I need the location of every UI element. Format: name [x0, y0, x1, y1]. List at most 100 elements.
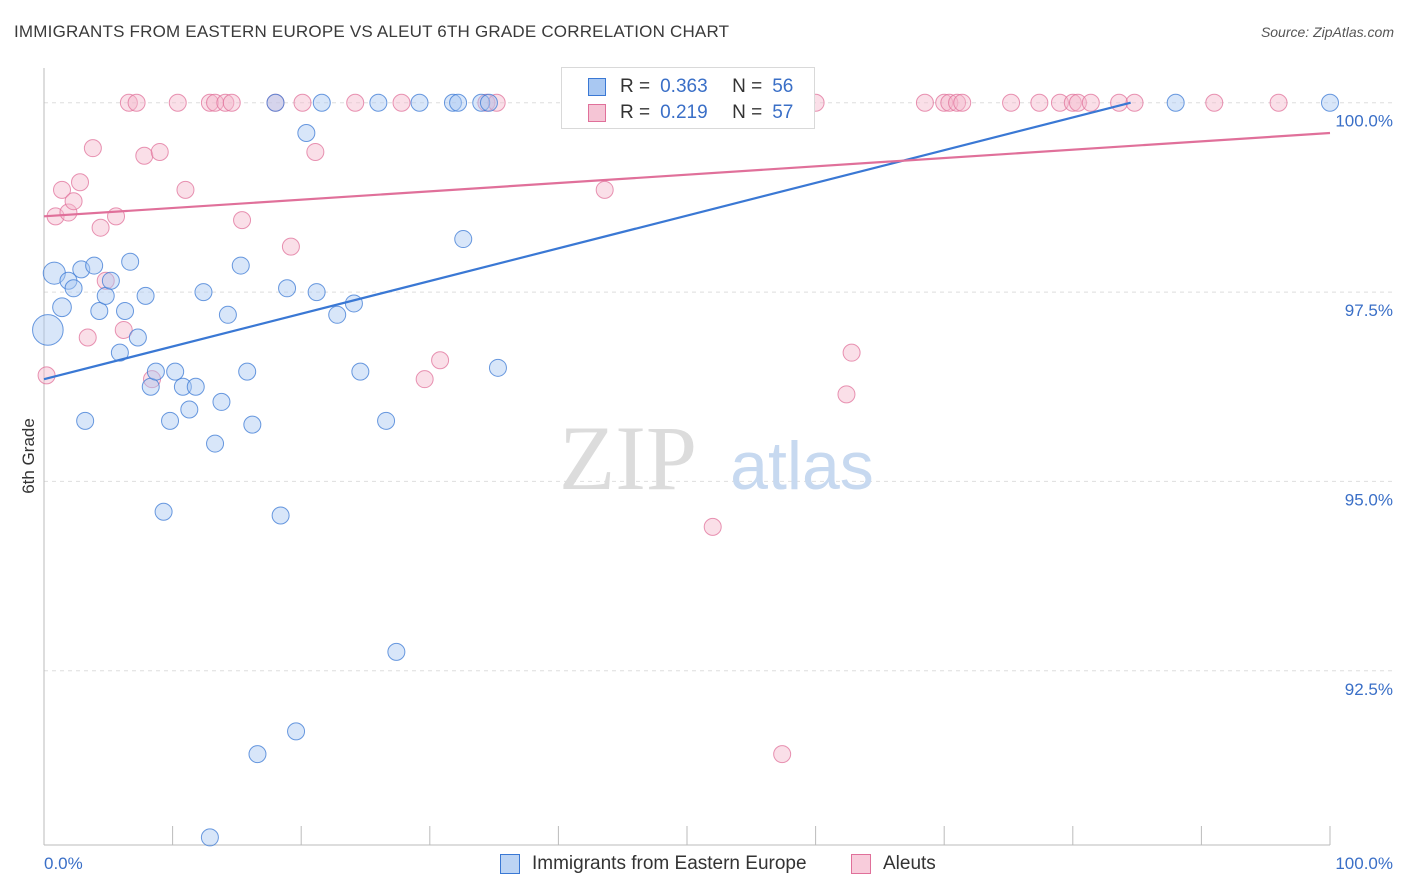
data-point — [948, 93, 967, 112]
r-label: R = — [620, 102, 651, 123]
data-point — [287, 722, 306, 741]
legend-item-aleuts: Aleuts — [851, 852, 936, 876]
data-point — [281, 237, 300, 256]
y-tick-label: 100.0% — [1335, 112, 1393, 131]
data-point — [161, 411, 180, 430]
y-axis-label: 6th Grade — [19, 418, 38, 494]
pink-swatch — [588, 104, 606, 122]
data-point — [449, 93, 468, 112]
data-point — [114, 320, 133, 339]
x-tick-label: 0.0% — [44, 854, 83, 873]
data-point — [200, 828, 219, 847]
data-point — [1110, 93, 1129, 112]
data-point — [53, 180, 72, 199]
data-point — [32, 314, 64, 346]
y-tick-label: 95.0% — [1345, 490, 1393, 509]
grid-lines — [44, 102, 1395, 672]
data-point — [141, 377, 160, 396]
data-point — [953, 93, 972, 112]
data-point — [173, 377, 192, 396]
data-point — [369, 93, 388, 112]
data-point — [1321, 93, 1339, 112]
data-point — [266, 93, 285, 112]
data-point — [312, 93, 331, 112]
data-point — [1030, 93, 1049, 112]
data-point — [392, 93, 411, 112]
data-point — [90, 302, 109, 321]
data-point — [128, 328, 147, 347]
chart-title: IMMIGRANTS FROM EASTERN EUROPE VS ALEUT … — [14, 22, 730, 41]
data-point — [52, 297, 72, 318]
legend-label: Aleuts — [883, 853, 936, 874]
data-point — [78, 328, 97, 347]
trend-lines — [43, 101, 1331, 381]
legend-label: Immigrants from Eastern Europe — [532, 853, 807, 874]
data-point — [1063, 93, 1082, 112]
data-point — [415, 370, 434, 389]
data-point — [243, 415, 262, 434]
data-point — [59, 203, 78, 222]
data-point — [595, 180, 614, 199]
n-label: N = — [732, 102, 763, 123]
data-point — [166, 362, 185, 381]
data-point — [1050, 93, 1069, 112]
data-point — [71, 173, 90, 192]
data-point — [431, 351, 450, 370]
data-point — [306, 142, 325, 161]
data-point — [297, 124, 316, 143]
data-point — [1205, 93, 1224, 112]
data-point — [248, 745, 267, 764]
data-point — [443, 93, 462, 112]
blue-swatch — [588, 78, 606, 96]
data-point — [231, 256, 250, 275]
data-point — [146, 362, 165, 381]
data-point — [101, 271, 120, 290]
legend-swatch-blue — [500, 854, 520, 874]
data-point — [233, 211, 252, 230]
axis-labels: 92.5% 95.0% 97.5% 100.0% 0.0% 100.0% 6th Grade — [19, 112, 1393, 873]
r-value: 0.219 — [660, 102, 708, 123]
watermark: ZIP atlas — [559, 407, 874, 509]
r-value: 0.363 — [660, 76, 708, 97]
data-point — [186, 377, 205, 396]
data-point — [116, 302, 135, 321]
data-point — [96, 271, 115, 290]
data-point — [216, 93, 235, 112]
r-label: R = — [620, 76, 651, 97]
data-point — [1166, 93, 1185, 112]
data-point — [454, 230, 473, 249]
data-point — [222, 93, 241, 112]
data-point — [1068, 93, 1087, 112]
n-value: 57 — [772, 102, 794, 123]
data-point — [119, 93, 138, 112]
data-point — [136, 286, 155, 305]
data-point — [842, 343, 861, 362]
watermark-zip: ZIP — [559, 407, 697, 509]
data-point — [200, 93, 219, 112]
data-point — [410, 93, 429, 112]
data-point — [271, 506, 290, 525]
data-point — [218, 305, 237, 324]
data-point — [278, 279, 297, 298]
data-point — [194, 283, 213, 302]
data-point — [37, 366, 56, 385]
data-point — [110, 343, 129, 362]
legend-item-eastern-europe: Immigrants from Eastern Europe — [500, 852, 807, 876]
data-point — [96, 286, 115, 305]
data-point — [121, 252, 140, 271]
data-point — [293, 93, 312, 112]
data-point — [346, 93, 365, 112]
data-point — [837, 385, 856, 404]
data-point — [703, 517, 722, 536]
y-tick-label: 92.5% — [1345, 680, 1393, 699]
source-label: Source: ZipAtlas.com — [1260, 24, 1394, 40]
eastern-europe-points — [32, 93, 1339, 847]
data-point — [915, 93, 934, 112]
data-point — [135, 146, 154, 165]
data-point — [1081, 93, 1100, 112]
data-point — [351, 362, 370, 381]
y-tick-label: 97.5% — [1345, 301, 1393, 320]
data-point — [180, 400, 199, 419]
data-point — [127, 93, 146, 112]
